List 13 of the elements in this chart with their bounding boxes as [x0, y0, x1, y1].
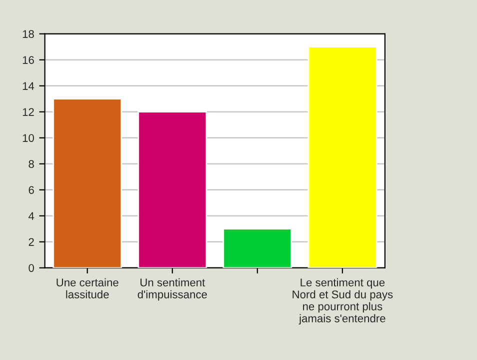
y-tick-label: 18: [22, 30, 34, 38]
x-tick-label: Le sentiment que Nord et Sud du pays ne pourront plus jamais s'entendre: [292, 278, 393, 325]
x-tick-label: Un sentiment d'impuissance: [138, 278, 207, 301]
y-tick-label: 14: [22, 82, 34, 90]
y-tick-label: 12: [22, 108, 34, 116]
y-tick-label: 0: [28, 264, 34, 272]
y-tick-label: 4: [28, 212, 34, 220]
y-tick-label: 6: [28, 186, 34, 194]
y-tick-label: 16: [22, 56, 34, 64]
x-tick-label: Une certaine lassitude: [56, 278, 118, 298]
y-tick-label: 10: [22, 134, 34, 142]
y-tick-label: 2: [28, 238, 34, 246]
y-tick-label: 8: [28, 160, 34, 168]
